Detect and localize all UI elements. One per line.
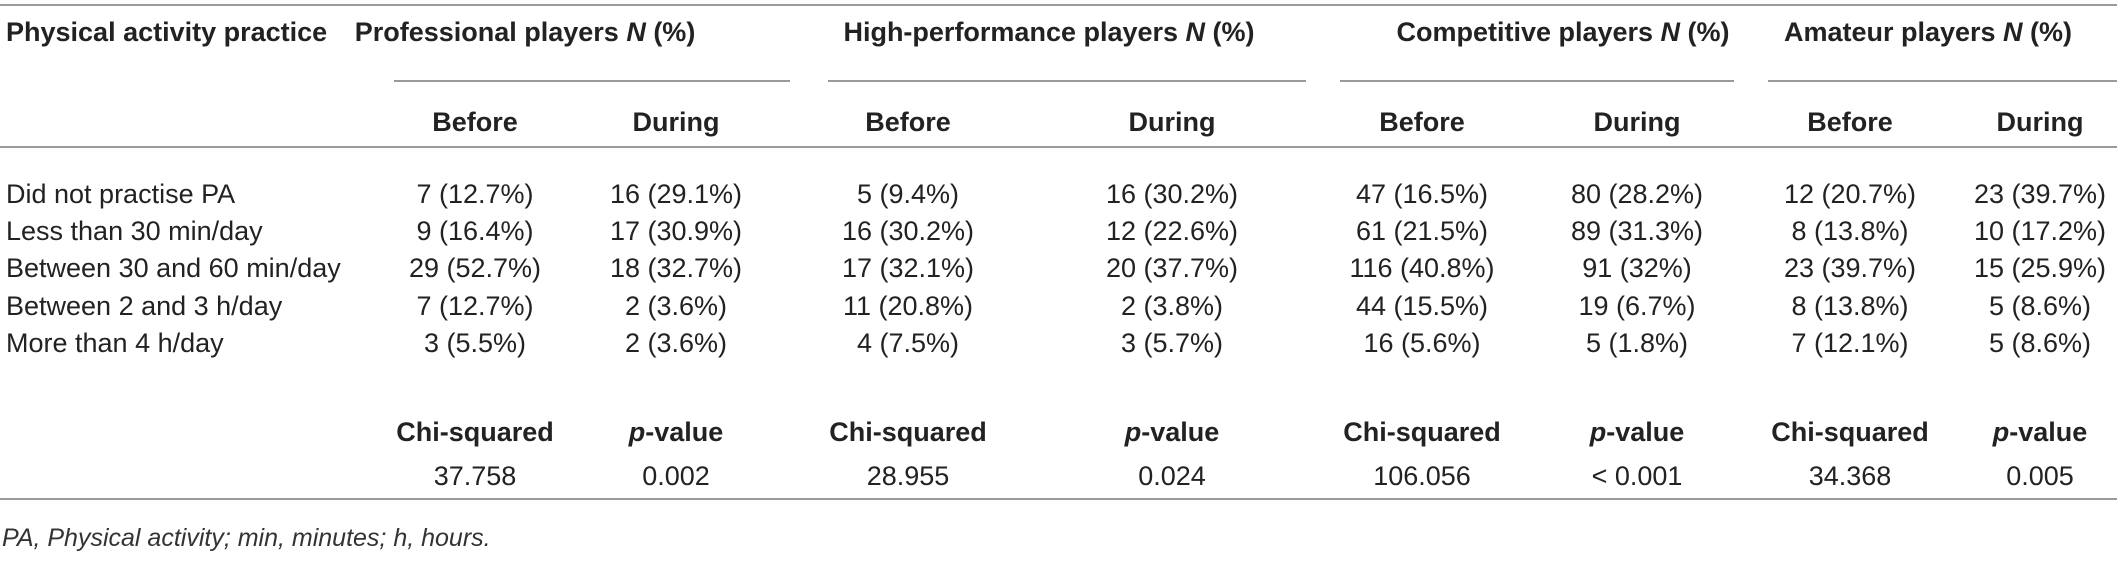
table-cell: 61 (21.5%) — [1355, 216, 1489, 246]
stats-value: < 0.001 — [1591, 461, 1683, 491]
row-label: Did not practise PA — [6, 179, 236, 209]
stats-value: 37.758 — [433, 461, 517, 491]
table-cell: 16 (30.2%) — [841, 216, 975, 246]
subheader-before: Before — [1379, 107, 1465, 137]
row-label-header: Physical activity practice — [6, 17, 328, 47]
group-rule-professional — [394, 80, 790, 82]
stats-chi-header: Chi-squared — [1771, 417, 1929, 447]
subheader-during: During — [632, 107, 720, 137]
table-cell: 7 (12.1%) — [1791, 328, 1909, 358]
table-cell: 7 (12.7%) — [416, 291, 534, 321]
table-cell: 12 (20.7%) — [1783, 179, 1917, 209]
row-label: Between 2 and 3 h/day — [6, 291, 283, 321]
table-cell: 5 (1.8%) — [1585, 328, 1689, 358]
table-cell: 91 (32%) — [1582, 253, 1692, 283]
subheader-during: During — [1593, 107, 1681, 137]
table-cell: 3 (5.7%) — [1120, 328, 1224, 358]
table-cell: 44 (15.5%) — [1355, 291, 1489, 321]
subheader-during: During — [1996, 107, 2084, 137]
table-cell: 8 (13.8%) — [1791, 216, 1909, 246]
table-cell: 16 (29.1%) — [609, 179, 743, 209]
table-cell: 4 (7.5%) — [856, 328, 960, 358]
group-header-amateur: Amateur players N (%) — [1783, 17, 2073, 47]
group-header-competitive: Competitive players N (%) — [1396, 17, 1730, 47]
table-cell: 80 (28.2%) — [1570, 179, 1704, 209]
table-top-rule — [0, 4, 2117, 6]
subheader-before: Before — [1807, 107, 1893, 137]
stats-value: 0.024 — [1138, 461, 1206, 491]
stats-chi-header: Chi-squared — [1343, 417, 1501, 447]
table-cell: 47 (16.5%) — [1355, 179, 1489, 209]
table-cell: 2 (3.8%) — [1120, 291, 1224, 321]
table-cell: 2 (3.6%) — [624, 291, 728, 321]
subheader-before: Before — [865, 107, 951, 137]
table-cell: 16 (30.2%) — [1105, 179, 1239, 209]
table-cell: 23 (39.7%) — [1783, 253, 1917, 283]
subheader-before: Before — [432, 107, 518, 137]
table-cell: 2 (3.6%) — [624, 328, 728, 358]
table-cell: 7 (12.7%) — [416, 179, 534, 209]
table-cell: 29 (52.7%) — [408, 253, 542, 283]
stats-value: 0.002 — [642, 461, 710, 491]
table-cell: 8 (13.8%) — [1791, 291, 1909, 321]
subheader-during: During — [1128, 107, 1216, 137]
table-cell: 9 (16.4%) — [416, 216, 534, 246]
stats-p-header: p-value — [1589, 417, 1685, 447]
table-cell: 5 (8.6%) — [1988, 291, 2092, 321]
table-cell: 5 (9.4%) — [856, 179, 960, 209]
table-cell: 23 (39.7%) — [1973, 179, 2107, 209]
group-rule-competitive — [1340, 80, 1734, 82]
row-label: Between 30 and 60 min/day — [6, 253, 341, 283]
table-cell: 17 (30.9%) — [609, 216, 743, 246]
table-cell: 19 (6.7%) — [1578, 291, 1696, 321]
table-cell: 11 (20.8%) — [842, 291, 974, 321]
stats-value: 34.368 — [1808, 461, 1892, 491]
table-cell: 17 (32.1%) — [841, 253, 975, 283]
table-cell: 10 (17.2%) — [1973, 216, 2107, 246]
row-label: More than 4 h/day — [6, 328, 224, 358]
table-cell: 116 (40.8%) — [1349, 253, 1495, 283]
stats-value: 0.005 — [2006, 461, 2074, 491]
table-cell: 12 (22.6%) — [1105, 216, 1239, 246]
stats-value: 106.056 — [1373, 461, 1471, 491]
table-cell: 16 (5.6%) — [1363, 328, 1481, 358]
group-header-professional: Professional players N (%) — [354, 17, 696, 47]
stats-chi-header: Chi-squared — [829, 417, 987, 447]
group-header-high-performance: High-performance players N (%) — [843, 17, 1255, 47]
stats-value: 28.955 — [866, 461, 950, 491]
table-cell: 20 (37.7%) — [1105, 253, 1239, 283]
header-bottom-rule — [0, 146, 2117, 148]
table-cell: 89 (31.3%) — [1570, 216, 1704, 246]
table-footnote: PA, Physical activity; min, minutes; h, … — [2, 524, 491, 552]
table-cell: 3 (5.5%) — [423, 328, 527, 358]
stats-p-header: p-value — [1124, 417, 1220, 447]
table-cell: 5 (8.6%) — [1988, 328, 2092, 358]
row-label: Less than 30 min/day — [6, 216, 263, 246]
group-rule-high-performance — [828, 80, 1306, 82]
table-cell: 15 (25.9%) — [1973, 253, 2107, 283]
table-cell: 18 (32.7%) — [609, 253, 743, 283]
stats-chi-header: Chi-squared — [396, 417, 554, 447]
stats-p-header: p-value — [1992, 417, 2088, 447]
stats-p-header: p-value — [628, 417, 724, 447]
table-bottom-rule — [0, 498, 2117, 500]
group-rule-amateur — [1768, 80, 2117, 82]
